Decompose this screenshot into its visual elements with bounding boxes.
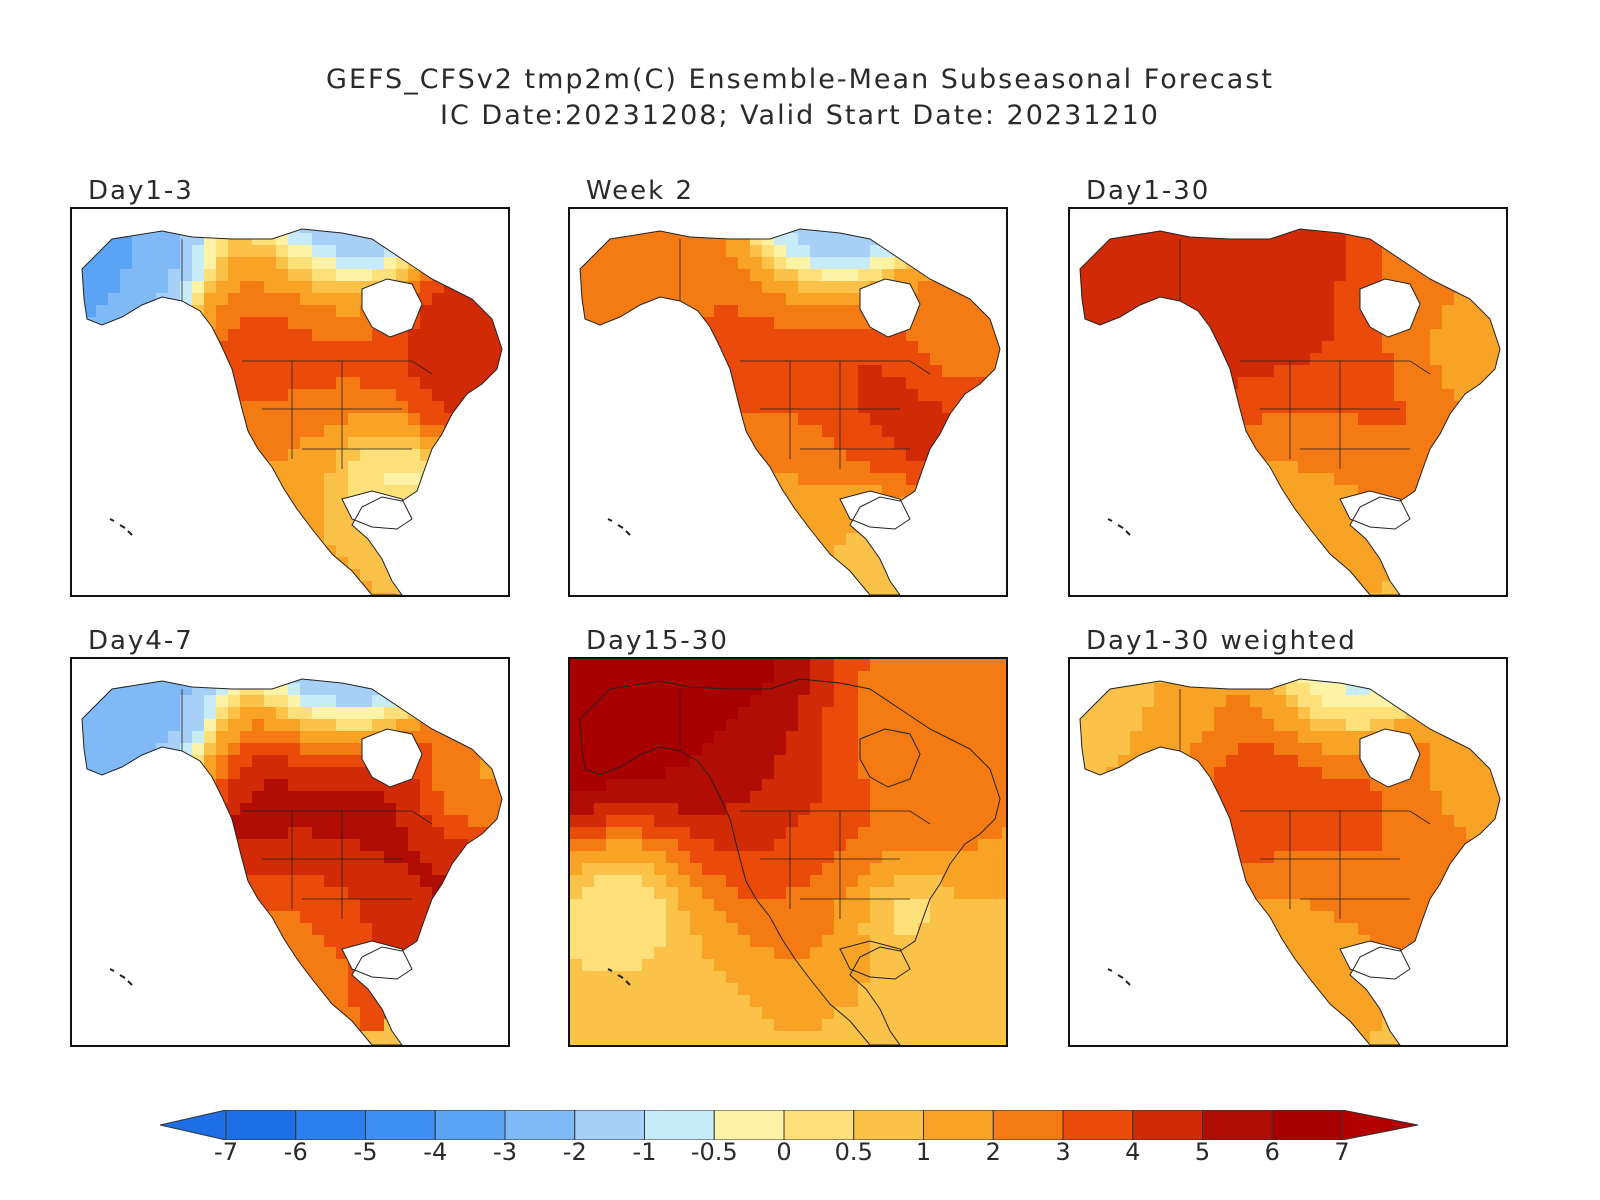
colorbar-tick-label: -5 [353, 1138, 378, 1166]
political-borders [679, 689, 931, 919]
colorbar-tick-label: -3 [493, 1138, 517, 1166]
colorbar-swatch [923, 1110, 994, 1140]
colorbar-tick-label: 1 [915, 1138, 932, 1166]
hawaii-islands [607, 518, 631, 536]
coastline [1079, 228, 1501, 595]
colorbar-tick-label: 7 [1334, 1138, 1350, 1166]
map-panel-day1-30 [1068, 207, 1508, 597]
colorbar-swatch [713, 1110, 785, 1140]
temperature-field [570, 659, 1006, 1045]
map-day1-30-weighted [1079, 678, 1501, 1045]
map-day15-30 [570, 659, 1006, 1045]
hudson-bay [859, 278, 921, 338]
panel-label-day1-3: Day1-3 [88, 176, 194, 206]
colorbar-tick-label: -2 [562, 1138, 587, 1166]
colorbar-tick-label: 0 [776, 1138, 792, 1166]
map-day1-3 [81, 228, 503, 595]
political-borders [181, 689, 433, 919]
figure-title-line2: IC Date:20231208; Valid Start Date: 2023… [440, 100, 1160, 131]
colorbar-tick-label: -1 [632, 1138, 657, 1166]
colorbar-tick-label: 6 [1264, 1138, 1280, 1166]
colorbar-swatch [992, 1110, 1064, 1140]
hawaii-islands [109, 968, 133, 986]
temperature-field [1080, 679, 1500, 1045]
colorbar-swatch [1202, 1110, 1273, 1140]
colorbar-low-arrow [160, 1110, 227, 1140]
political-borders [679, 239, 931, 469]
gulf-of-mexico [839, 490, 911, 530]
political-borders [1179, 689, 1431, 919]
coastline [81, 678, 503, 1045]
temperature-field [82, 679, 502, 1045]
colorbar-swatch [504, 1110, 576, 1140]
colorbar-swatch [1132, 1110, 1203, 1140]
gulf-of-mexico [1339, 940, 1411, 980]
panel-label-day15-30: Day15-30 [586, 626, 729, 656]
colorbar-tick-label: -4 [423, 1138, 448, 1166]
hudson-bay [361, 278, 423, 338]
political-borders [181, 239, 433, 469]
coastline [81, 228, 503, 595]
colorbar-tick-label: 0.5 [834, 1138, 873, 1166]
gulf-of-mexico [839, 940, 911, 980]
hawaii-islands [607, 968, 631, 986]
coastline [579, 228, 1001, 595]
colorbar-tick-label: -0.5 [690, 1138, 738, 1166]
gulf-of-mexico [1339, 490, 1411, 530]
political-borders [1179, 239, 1431, 469]
map-panel-week2 [568, 207, 1008, 597]
colorbar-swatch [783, 1110, 855, 1140]
hawaii-islands [109, 518, 133, 536]
colorbar-tick-label: -7 [214, 1138, 238, 1166]
hudson-bay [361, 728, 423, 788]
gulf-of-mexico [341, 940, 413, 980]
temperature-field [580, 229, 1000, 595]
temperature-field [1080, 229, 1500, 595]
colorbar-tick-label: 4 [1125, 1138, 1141, 1166]
colorbar-tick-label: 3 [1055, 1138, 1071, 1166]
map-panel-day1-30-weighted [1068, 657, 1508, 1047]
hudson-bay [1359, 728, 1421, 788]
gulf-of-mexico [341, 490, 413, 530]
hudson-bay [859, 728, 921, 788]
hudson-bay [1359, 278, 1421, 338]
panel-label-day1-30-weighted: Day1-30 weighted [1086, 626, 1357, 656]
colorbar-swatch [574, 1110, 645, 1140]
colorbar-tick-label: 5 [1194, 1138, 1211, 1166]
hawaii-islands [1107, 968, 1131, 986]
colorbar-swatch [1271, 1110, 1343, 1140]
panel-label-week2: Week 2 [586, 176, 695, 206]
map-day1-30 [1079, 228, 1501, 595]
colorbar-swatch [644, 1110, 715, 1140]
colorbar-tick-label: 2 [985, 1138, 1001, 1166]
map-day4-7 [81, 678, 503, 1045]
colorbar [160, 1110, 1419, 1140]
coastline [1079, 678, 1501, 1045]
panel-label-day1-30: Day1-30 [1086, 176, 1211, 206]
coastline [579, 678, 1001, 1045]
colorbar-swatch [225, 1110, 297, 1140]
map-panel-day1-3 [70, 207, 510, 597]
colorbar-swatch [853, 1110, 924, 1140]
map-panel-day4-7 [70, 657, 510, 1047]
map-panel-day15-30 [568, 657, 1008, 1047]
hawaii-islands [1107, 518, 1131, 536]
panel-label-day4-7: Day4-7 [88, 626, 194, 656]
colorbar-high-arrow [1341, 1110, 1419, 1140]
colorbar-swatch [1062, 1110, 1134, 1140]
map-week2 [579, 228, 1001, 595]
colorbar-swatch [295, 1110, 366, 1140]
temperature-field [82, 229, 502, 595]
colorbar-swatch [434, 1110, 506, 1140]
colorbar-swatch [365, 1110, 436, 1140]
colorbar-tick-label: -6 [283, 1138, 308, 1166]
figure-title-line1: GEFS_CFSv2 tmp2m(C) Ensemble-Mean Subsea… [326, 64, 1274, 95]
